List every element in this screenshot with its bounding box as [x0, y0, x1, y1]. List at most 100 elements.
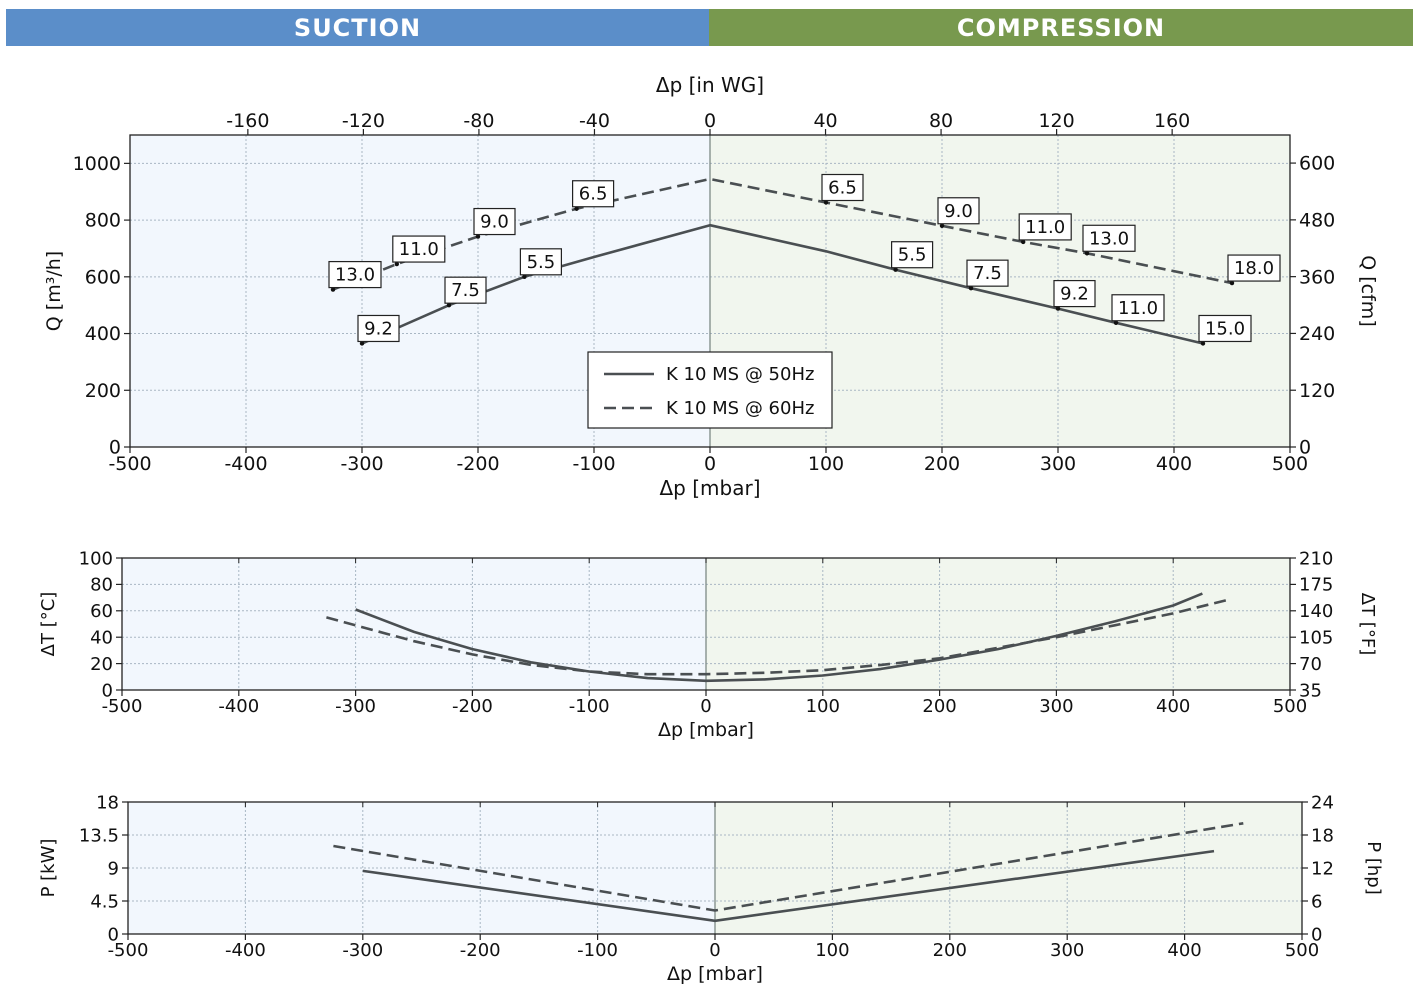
flow-annotation-box — [1018, 213, 1072, 241]
flow-x-tick-label: -200 — [456, 453, 499, 475]
flow-y-tick-label: 1000 — [73, 153, 121, 175]
flow-annotation-box — [357, 314, 400, 343]
flow-annotation-point — [394, 261, 399, 267]
temperature-x-tick-label: -400 — [218, 696, 259, 717]
flow-legend-label-60hz: K 10 MS @ 60Hz — [666, 398, 814, 419]
flow-annotation-box — [1111, 294, 1165, 322]
temperature-y-right-tick-label: 105 — [1299, 628, 1333, 649]
compression-banner-label: COMPRESSION — [956, 13, 1166, 42]
temperature-x-tick-label: 0 — [700, 696, 711, 717]
temperature-y-right-tick-label: 210 — [1299, 548, 1333, 569]
flow-top-tick-label: -160 — [226, 110, 269, 132]
flow-y-tick-label: 800 — [85, 210, 121, 232]
temperature-y-axis-label: ΔT [°C] — [38, 592, 59, 657]
flow-annotation-point — [1021, 239, 1026, 245]
flow-annotation-box — [392, 235, 446, 263]
flow-top-tick-label: 160 — [1154, 110, 1190, 132]
flow-annotation-label: 9.0 — [944, 201, 973, 222]
flow-annotation-box — [890, 241, 934, 269]
temperature-x-axis-label: Δp [mbar] — [658, 719, 754, 741]
flow-annotation-point — [1229, 280, 1235, 286]
power-x-tick-label: 500 — [1285, 940, 1319, 961]
flow-annotation-box — [1082, 224, 1136, 252]
temperature-compression-area — [706, 558, 1290, 690]
flow-y-right-tick-label: 600 — [1299, 153, 1335, 175]
flow-annotation-box — [519, 248, 563, 276]
power-x-tick-label: 200 — [933, 940, 967, 961]
flow-annotation-box — [1053, 279, 1096, 308]
power-y-right-tick-label: 12 — [1311, 858, 1334, 879]
flow-top-tick-label: 0 — [704, 110, 716, 132]
flow-x-tick-label: 200 — [924, 453, 960, 475]
flow-y-axis-label: Q [m³/h] — [43, 251, 65, 331]
flow-annotation-label: 5.5 — [898, 245, 927, 266]
temperature-suction-area — [122, 558, 706, 690]
flow-y-tick-label: 600 — [85, 266, 121, 288]
power-x-tick-label: 100 — [815, 940, 849, 961]
temperature-x-tick-label: 500 — [1273, 696, 1307, 717]
flow-y-right-tick-label: 240 — [1299, 323, 1335, 345]
temperature-y-tick-label: 0 — [102, 680, 113, 701]
flow-x-tick-label: 400 — [1156, 453, 1192, 475]
flow-annotation-box — [966, 259, 1009, 287]
power-x-tick-label: 300 — [1050, 940, 1084, 961]
flow-annotation-point — [1113, 320, 1119, 325]
flow-annotation-label: 9.2 — [1060, 284, 1089, 305]
power-y-right-tick-label: 0 — [1311, 924, 1322, 945]
power-y-tick-label: 18 — [96, 792, 119, 813]
flow-x-tick-label: 300 — [1040, 453, 1076, 475]
flow-annotation-label: 18.0 — [1234, 258, 1274, 279]
power-x-tick-label: -200 — [460, 940, 501, 961]
flow-annotation-label: 6.5 — [828, 178, 857, 199]
power-y-tick-label: 13.5 — [79, 825, 119, 846]
flow-annotation-box — [821, 173, 864, 202]
flow-legend-label-50hz: K 10 MS @ 50Hz — [666, 364, 814, 385]
flow-annotation-box — [1198, 314, 1252, 343]
flow-annotation-point — [1200, 341, 1206, 346]
power-y-right-tick-label: 18 — [1311, 825, 1334, 846]
temperature-y-right-tick-label: 175 — [1299, 575, 1333, 596]
flow-annotation-point — [1084, 251, 1090, 256]
temperature-x-tick-label: -200 — [452, 696, 493, 717]
flow-y-right-tick-label: 0 — [1299, 437, 1311, 459]
flow-annotation-label: 7.5 — [973, 263, 1002, 284]
flow-annotation-label: 13.0 — [1089, 228, 1129, 249]
flow-annotation-label: 15.0 — [1205, 318, 1245, 339]
flow-x-tick-label: -100 — [572, 453, 615, 475]
temperature-y-tick-label: 40 — [90, 628, 113, 649]
power-y-tick-label: 4.5 — [90, 891, 119, 912]
temperature-x-tick-label: -100 — [569, 696, 610, 717]
power-x-tick-label: -500 — [108, 940, 149, 961]
flow-top-axis-label: Δp [in WG] — [656, 73, 764, 97]
flow-x-tick-label: 100 — [808, 453, 844, 475]
flow-annotation-point — [522, 274, 527, 280]
power-x-tick-label: -300 — [342, 940, 383, 961]
flow-x-tick-label: -400 — [224, 453, 267, 475]
temperature-y-right-tick-label: 70 — [1299, 654, 1322, 675]
flow-annotation-box — [328, 260, 382, 289]
power-chart: -500 -400 -300 -200 -100 0 100 200 300 400 500 Δp [… — [38, 792, 1384, 985]
flow-y-right-axis-label: Q [cfm] — [1357, 255, 1379, 326]
temperature-y-right-axis-label: ΔT [°F] — [1357, 593, 1378, 655]
flow-annotation-box — [571, 180, 615, 208]
power-series-50hz-line — [362, 849, 1215, 923]
flow-top-tick-label: -40 — [579, 110, 610, 132]
flow-legend — [587, 351, 833, 429]
flow-annotation-label: 9.2 — [364, 318, 393, 339]
flow-top-tick-label: -80 — [463, 110, 494, 132]
temperature-y-right-tick-label: 35 — [1299, 680, 1322, 701]
flow-y-right-tick-label: 120 — [1299, 380, 1335, 402]
temperature-x-tick-label: -500 — [102, 696, 143, 717]
temperature-series-50hz-line — [355, 592, 1203, 683]
flow-annotation-point — [574, 206, 579, 211]
flow-annotation-point — [330, 287, 336, 292]
temperature-y-tick-label: 60 — [90, 601, 113, 622]
flow-y-right-tick-label: 360 — [1299, 266, 1335, 288]
power-x-tick-label: -400 — [225, 940, 266, 961]
temperature-series-60hz-line — [326, 597, 1232, 676]
flow-annotation-point — [939, 223, 945, 228]
flow-annotation-point — [893, 267, 898, 272]
power-x-tick-label: 0 — [709, 940, 720, 961]
flow-top-tick-label: 80 — [929, 110, 953, 132]
